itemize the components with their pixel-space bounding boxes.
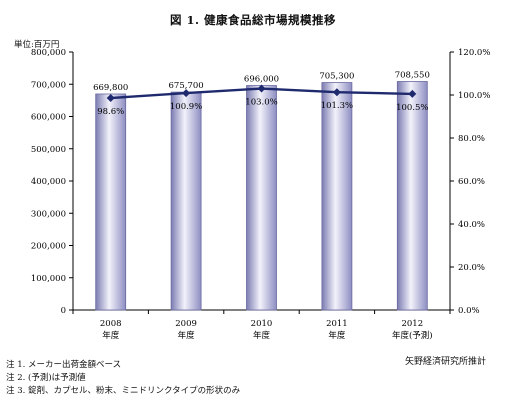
y-right-tick-label: 20.0% — [458, 263, 485, 273]
y-right-tick-label: 80.0% — [458, 134, 485, 144]
y-left-tick-label: 200,000 — [31, 242, 66, 252]
y-left-tick-label: 0 — [61, 306, 66, 316]
x-tick-label: 2012 年度(予測) — [392, 319, 433, 341]
unit-label: 単位:百万円 — [14, 40, 60, 50]
y-left-tick-label: 800,000 — [31, 48, 66, 58]
line-point — [106, 94, 115, 103]
bar-data-label: 708,550 — [395, 70, 430, 80]
line-data-label: 101.3% — [321, 101, 353, 111]
line-data-label: 100.9% — [170, 102, 202, 112]
bar — [321, 82, 353, 311]
y-left-tick-label: 600,000 — [31, 113, 66, 123]
bar — [95, 93, 127, 311]
line-point — [332, 88, 341, 97]
bar-data-label: 705,300 — [319, 72, 354, 82]
line-data-label: 98.6% — [97, 107, 124, 117]
y-right-tick-label: 60.0% — [458, 177, 485, 187]
y-left-tick-label: 300,000 — [31, 209, 66, 219]
bar — [170, 91, 202, 311]
note-1: 注 1. メーカー出荷金額ベース — [6, 360, 122, 370]
x-tick-label: 2011 年度 — [326, 319, 348, 341]
line-data-label: 103.0% — [245, 98, 277, 108]
bar — [396, 81, 428, 311]
note-2: 注 2. (予測)は予測値 — [6, 373, 86, 383]
line-data-label: 100.5% — [396, 103, 428, 113]
y-left-tick-label: 700,000 — [31, 80, 66, 90]
line-point — [257, 84, 266, 93]
y-left-tick-label: 400,000 — [31, 177, 66, 187]
line-point — [182, 89, 191, 98]
y-left-tick-label: 500,000 — [31, 145, 66, 155]
x-tick-label: 2009 年度 — [175, 319, 197, 341]
bar-data-label: 696,000 — [244, 75, 279, 85]
x-tick-label: 2010 年度 — [251, 319, 273, 341]
line-point — [408, 89, 417, 98]
y-right-tick-label: 100.0% — [458, 91, 490, 101]
source-credit: 矢野経済研究所推計 — [404, 357, 486, 367]
x-tick-label: 2008 年度 — [100, 319, 122, 341]
chart-title: 図 1. 健康食品総市場規模推移 — [169, 13, 336, 27]
bar-data-label: 669,800 — [93, 83, 128, 93]
y-left-tick-label: 100,000 — [31, 274, 66, 284]
bar — [246, 85, 277, 311]
bar-data-label: 675,700 — [169, 81, 204, 91]
y-right-tick-label: 40.0% — [458, 220, 485, 230]
note-3: 注 3. 錠剤、カプセル、粉末、ミニドリンクタイプの形状のみ — [6, 386, 241, 396]
y-right-tick-label: 120.0% — [458, 48, 490, 58]
y-right-tick-label: 0.0% — [458, 306, 480, 316]
